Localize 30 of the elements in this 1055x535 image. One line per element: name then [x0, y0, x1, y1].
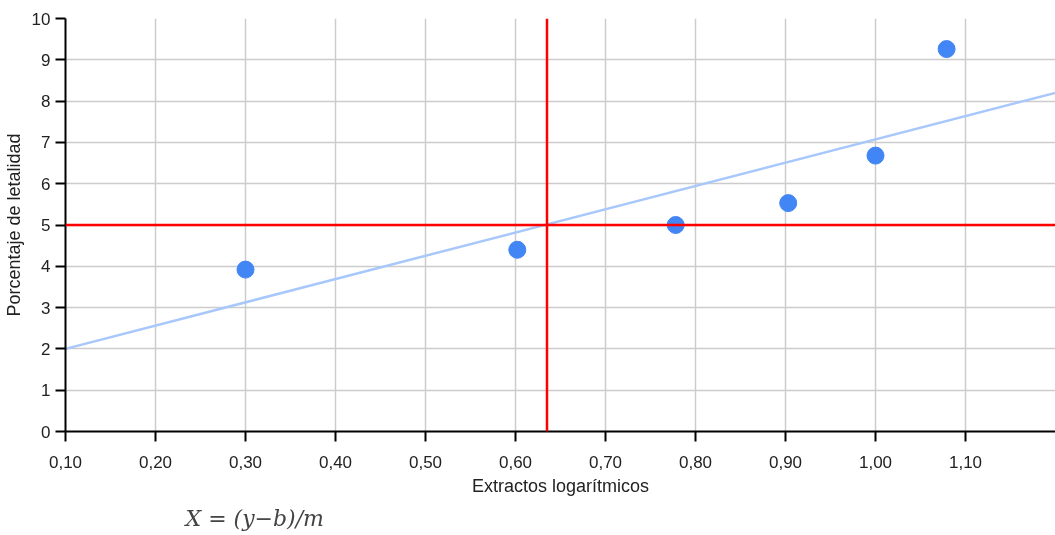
x-tick-label: 0,60 [498, 452, 533, 472]
x-tick-label: 0,20 [138, 452, 173, 472]
point [236, 260, 255, 279]
x-tick-label: 0,30 [228, 452, 263, 472]
x-tick-label: 0,80 [678, 452, 713, 472]
y-tick-label: 10 [31, 9, 51, 29]
x-tick-label: 0,90 [768, 452, 803, 472]
y-tick-label: 2 [41, 339, 51, 359]
y-axis-title: Porcentaje de letalidad [3, 133, 24, 317]
x-tick-label: 0,40 [318, 452, 353, 472]
y-tick-label: 9 [41, 50, 51, 70]
x-axis-title: Extractos logarítmicos [471, 475, 650, 496]
y-tick-label: 7 [41, 133, 51, 153]
x-tick-label: 0,10 [48, 452, 83, 472]
point [866, 146, 885, 165]
y-tick-label: 3 [41, 298, 51, 318]
y-tick-label: 1 [41, 381, 51, 401]
point [508, 240, 527, 259]
point [779, 194, 798, 213]
y-tick-label: 0 [41, 422, 51, 442]
x-tick-label: 0,70 [588, 452, 623, 472]
x-tick-label: 0,50 [408, 452, 443, 472]
y-tick-label: 5 [41, 216, 51, 235]
y-tick-label: 4 [41, 257, 51, 277]
y-tick-label: 6 [41, 174, 51, 194]
x-tick-label: 1,00 [858, 452, 893, 472]
point [937, 40, 956, 59]
y-tick-label: 8 [41, 92, 51, 112]
text: X = (y−b)/m [183, 505, 324, 531]
x-tick-label: 1,10 [948, 452, 983, 472]
